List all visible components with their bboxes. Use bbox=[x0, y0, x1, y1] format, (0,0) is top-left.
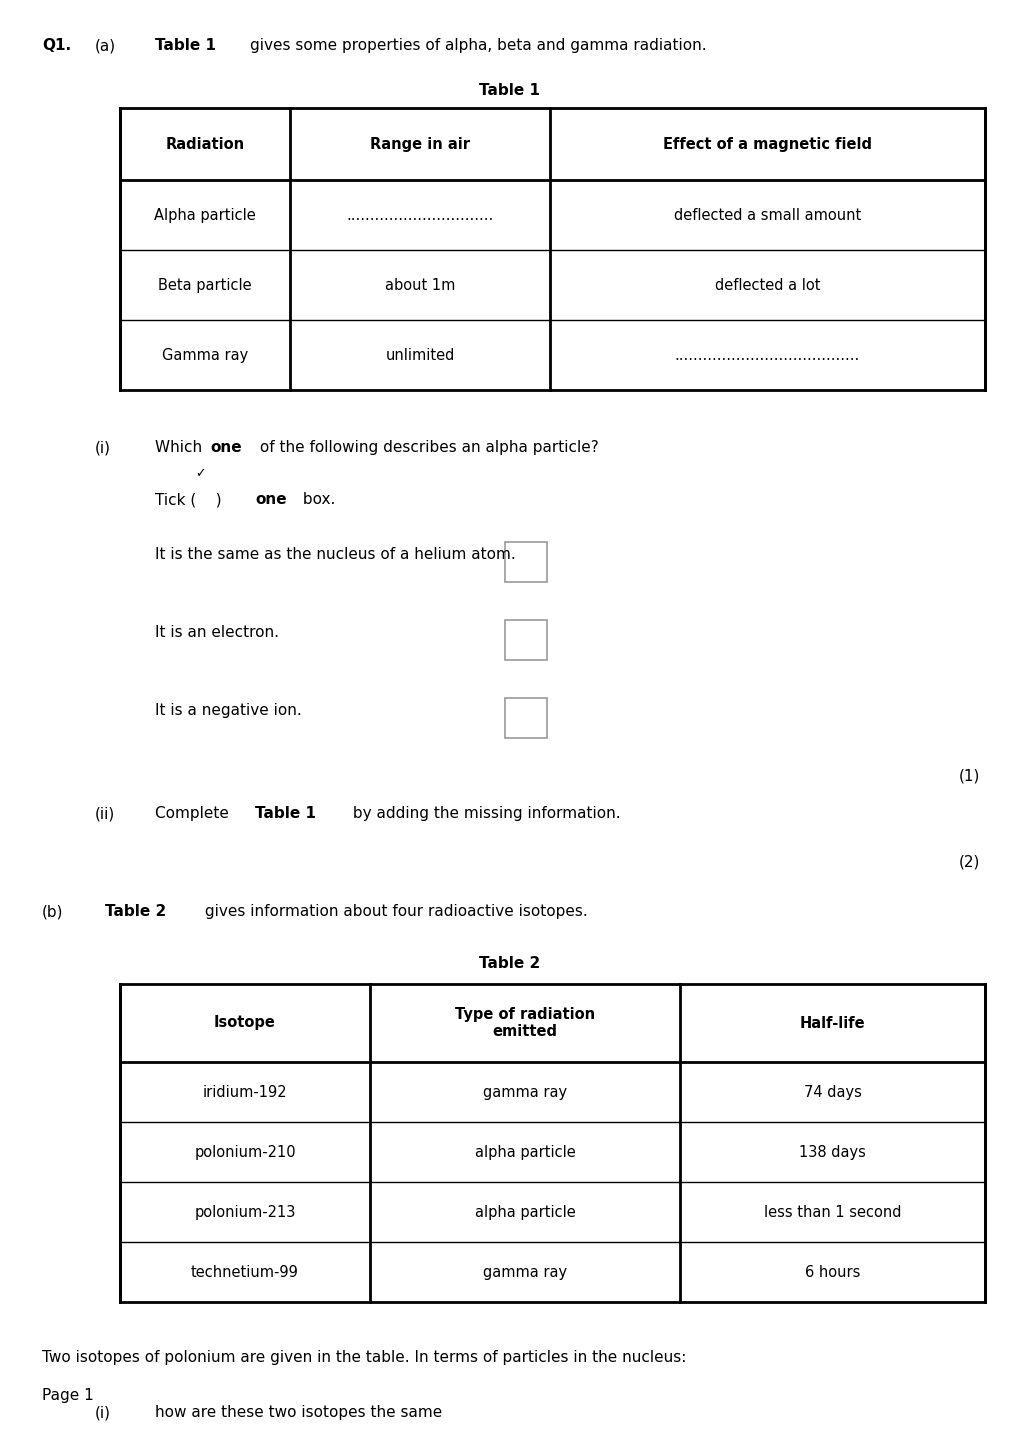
Text: Beta particle: Beta particle bbox=[158, 277, 252, 293]
Bar bbox=[504, 698, 546, 737]
Text: less than 1 second: less than 1 second bbox=[763, 1205, 901, 1219]
Text: Table 1: Table 1 bbox=[155, 38, 221, 53]
Text: deflected a small amount: deflected a small amount bbox=[674, 208, 860, 222]
Text: Type of radiation
emitted: Type of radiation emitted bbox=[454, 1007, 594, 1039]
Text: gamma ray: gamma ray bbox=[482, 1264, 567, 1280]
Text: 74 days: 74 days bbox=[803, 1085, 861, 1100]
Text: polonium-210: polonium-210 bbox=[194, 1144, 296, 1160]
Text: Gamma ray: Gamma ray bbox=[162, 348, 248, 362]
Text: polonium-213: polonium-213 bbox=[195, 1205, 296, 1219]
Text: .......................................: ....................................... bbox=[675, 348, 859, 362]
Bar bbox=[504, 620, 546, 659]
Text: one: one bbox=[210, 440, 242, 455]
Text: iridium-192: iridium-192 bbox=[203, 1085, 287, 1100]
Text: It is the same as the nucleus of a helium atom.: It is the same as the nucleus of a heliu… bbox=[155, 547, 516, 561]
Text: (ii): (ii) bbox=[95, 807, 115, 821]
Text: gamma ray: gamma ray bbox=[482, 1085, 567, 1100]
Text: Table 1: Table 1 bbox=[255, 807, 316, 821]
Text: Alpha particle: Alpha particle bbox=[154, 208, 256, 222]
Text: ...............................: ............................... bbox=[346, 208, 493, 222]
Text: alpha particle: alpha particle bbox=[474, 1205, 575, 1219]
Text: deflected a lot: deflected a lot bbox=[714, 277, 819, 293]
Text: 6 hours: 6 hours bbox=[804, 1264, 859, 1280]
Text: unlimited: unlimited bbox=[385, 348, 454, 362]
Text: Table 2: Table 2 bbox=[479, 957, 540, 971]
Text: It is an electron.: It is an electron. bbox=[155, 625, 279, 641]
Text: one: one bbox=[255, 492, 286, 506]
Text: ✓: ✓ bbox=[195, 468, 205, 481]
Text: technetium-99: technetium-99 bbox=[191, 1264, 299, 1280]
Text: (i): (i) bbox=[95, 440, 111, 455]
Text: (1): (1) bbox=[958, 768, 979, 784]
Text: how are these two isotopes the same: how are these two isotopes the same bbox=[155, 1405, 442, 1420]
Text: Radiation: Radiation bbox=[165, 137, 245, 152]
Bar bbox=[504, 543, 546, 582]
Text: gives information about four radioactive isotopes.: gives information about four radioactive… bbox=[200, 903, 587, 919]
Bar bbox=[120, 984, 984, 1302]
Text: 138 days: 138 days bbox=[798, 1144, 865, 1160]
Text: Isotope: Isotope bbox=[214, 1016, 276, 1030]
Text: Q1.: Q1. bbox=[42, 38, 71, 53]
Text: of the following describes an alpha particle?: of the following describes an alpha part… bbox=[255, 440, 598, 455]
Text: (b): (b) bbox=[42, 903, 63, 919]
Text: by adding the missing information.: by adding the missing information. bbox=[347, 807, 620, 821]
Text: Page 1: Page 1 bbox=[42, 1388, 94, 1403]
Text: Table 2: Table 2 bbox=[105, 903, 166, 919]
Text: (2): (2) bbox=[958, 854, 979, 869]
Text: box.: box. bbox=[298, 492, 335, 506]
Text: Table 1: Table 1 bbox=[479, 84, 540, 98]
Text: (i): (i) bbox=[95, 1405, 111, 1420]
Text: (a): (a) bbox=[95, 38, 116, 53]
Text: It is a negative ion.: It is a negative ion. bbox=[155, 703, 302, 719]
Text: alpha particle: alpha particle bbox=[474, 1144, 575, 1160]
Text: Two isotopes of polonium are given in the table. In terms of particles in the nu: Two isotopes of polonium are given in th… bbox=[42, 1351, 686, 1365]
Bar bbox=[120, 108, 984, 390]
Text: Which: Which bbox=[155, 440, 207, 455]
Text: about 1m: about 1m bbox=[384, 277, 454, 293]
Text: Range in air: Range in air bbox=[370, 137, 470, 152]
Text: Complete: Complete bbox=[155, 807, 233, 821]
Text: Half-life: Half-life bbox=[799, 1016, 864, 1030]
Text: gives some properties of alpha, beta and gamma radiation.: gives some properties of alpha, beta and… bbox=[250, 38, 706, 53]
Text: Tick (    ): Tick ( ) bbox=[155, 492, 226, 506]
Text: Effect of a magnetic field: Effect of a magnetic field bbox=[662, 137, 871, 152]
